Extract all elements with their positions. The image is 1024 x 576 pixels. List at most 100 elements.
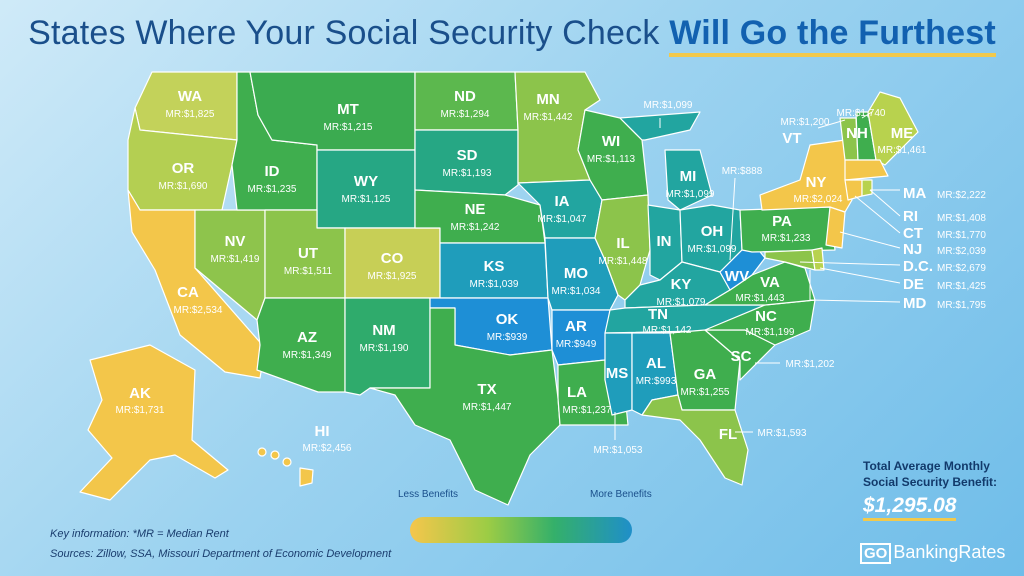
- label-mt-abbr: MT: [337, 101, 359, 118]
- label-ak-mr: MR:$1,731: [116, 405, 165, 416]
- label-ga-abbr: GA: [694, 366, 717, 383]
- title-highlight: Will Go the Furthest: [669, 14, 996, 57]
- state-mt[interactable]: [249, 71, 416, 151]
- legend-gradient-bar: [410, 517, 632, 543]
- label-ar-mr: MR:$949: [556, 339, 597, 350]
- total-line-2: Social Security Benefit:: [863, 475, 998, 489]
- state-ri[interactable]: [861, 179, 873, 197]
- label-me-mr: MR:$1,461: [878, 145, 927, 156]
- label-wa-abbr: WA: [178, 88, 202, 105]
- label-ut-mr: MR:$1,511: [284, 266, 333, 277]
- leader-nj: [839, 231, 901, 249]
- label-ks-mr: MR:$1,039: [470, 279, 519, 290]
- state-ny[interactable]: [759, 139, 853, 213]
- label-nc-abbr: NC: [755, 308, 777, 325]
- state-nj[interactable]: [825, 206, 846, 249]
- label-ms-ext-mr: MR:$1,053: [594, 445, 643, 456]
- label-mt-mr: MR:$1,215: [324, 122, 373, 133]
- state-md[interactable]: [764, 249, 816, 271]
- label-de-mr: MR:$1,425: [937, 281, 986, 292]
- label-ok-abbr: OK: [496, 311, 519, 328]
- state-ca[interactable]: [127, 189, 266, 379]
- label-id-mr: MR:$1,235: [248, 184, 297, 195]
- label-ma-abbr: MA: [903, 185, 926, 202]
- label-md-abbr: MD: [903, 295, 926, 312]
- label-ny-mr: MR:$2,024: [794, 194, 843, 205]
- label-id-abbr: ID: [265, 163, 280, 180]
- state-ct[interactable]: [844, 179, 863, 201]
- label-md-mr: MR:$1,795: [937, 300, 986, 311]
- state-de[interactable]: [811, 247, 825, 271]
- label-la-mr: MR:$1,237: [563, 405, 612, 416]
- label-tx-abbr: TX: [477, 381, 496, 398]
- label-pa-abbr: PA: [772, 213, 792, 230]
- label-pa-mr: MR:$1,233: [762, 233, 811, 244]
- leader-ri: [869, 189, 901, 217]
- label-wi-abbr: WI: [602, 133, 620, 150]
- label-sc-abbr: SC: [731, 348, 752, 365]
- state-wa[interactable]: [134, 71, 238, 141]
- brand-name: BankingRates: [893, 542, 1006, 562]
- label-nv-mr: MR:$1,419: [211, 254, 260, 265]
- label-in-abbr: IN: [657, 233, 672, 250]
- label-mn-mr: MR:$1,442: [524, 112, 573, 123]
- label-mo-mr: MR:$1,034: [552, 286, 601, 297]
- label-ne-mr: MR:$1,242: [451, 222, 500, 233]
- label-nc-mr: MR:$1,199: [746, 327, 795, 338]
- label-wv-abbr: WV: [725, 268, 749, 285]
- label-mi-up-mr: MR:$1,099: [644, 100, 693, 111]
- label-or-mr: MR:$1,690: [159, 181, 208, 192]
- hi-island-3: [282, 457, 292, 467]
- label-tn-abbr: TN: [648, 306, 668, 323]
- label-nh-abbr: NH: [846, 125, 868, 142]
- label-la-abbr: LA: [567, 384, 587, 401]
- label-ky-abbr: KY: [671, 276, 692, 293]
- label-dc-abbr: D.C.: [903, 258, 933, 275]
- label-ca-mr: MR:$2,534: [174, 305, 223, 316]
- label-wy-mr: MR:$1,125: [342, 194, 391, 205]
- label-vt-abbr: VT: [782, 130, 801, 147]
- label-ut-abbr: UT: [298, 245, 318, 262]
- state-mi[interactable]: [664, 149, 713, 211]
- label-nj-abbr: NJ: [903, 241, 922, 258]
- label-wi-mr: MR:$1,113: [587, 154, 636, 165]
- label-co-abbr: CO: [381, 250, 404, 267]
- label-nm-mr: MR:$1,190: [360, 343, 409, 354]
- label-fl-mr: MR:$1,593: [758, 428, 807, 439]
- label-sd-mr: MR:$1,193: [443, 168, 492, 179]
- total-line-1: Total Average Monthly: [863, 459, 990, 473]
- label-tn-mr: MR:$1,142: [643, 325, 692, 336]
- label-va-mr: MR:$1,443: [736, 293, 785, 304]
- label-ri-abbr: RI: [903, 208, 918, 225]
- brand-go: GO: [860, 543, 892, 564]
- total-benefit-value: $1,295.08: [863, 494, 957, 521]
- title-main: States Where Your Social Security Check: [28, 14, 670, 52]
- label-nj-mr: MR:$2,039: [937, 246, 986, 257]
- label-ri-mr: MR:$1,408: [937, 213, 986, 224]
- label-ma-mr: MR:$2,222: [937, 190, 986, 201]
- hi-island-1: [257, 447, 267, 457]
- state-fl[interactable]: [641, 394, 749, 486]
- label-nm-abbr: NM: [372, 322, 395, 339]
- label-il-abbr: IL: [616, 235, 629, 252]
- state-hi[interactable]: [257, 447, 314, 487]
- label-ok-mr: MR:$939: [487, 332, 528, 343]
- label-il-mr: MR:$1,448: [599, 256, 648, 267]
- label-sd-abbr: SD: [457, 147, 478, 164]
- label-az-mr: MR:$1,349: [283, 350, 332, 361]
- leader-vt: [817, 119, 846, 129]
- leader-in: [729, 177, 736, 261]
- label-in-ext-mr: MR:$888: [722, 166, 763, 177]
- label-mi-abbr: MI: [680, 168, 697, 185]
- state-tx[interactable]: [369, 307, 561, 506]
- label-ky-mr: MR:$1,079: [657, 297, 706, 308]
- label-ca-abbr: CA: [177, 284, 199, 301]
- legend-low-label: Less Benefits: [398, 489, 459, 500]
- state-ma[interactable]: [844, 159, 889, 181]
- label-oh-mr: MR:$1,099: [688, 244, 737, 255]
- label-ct-mr: MR:$1,770: [937, 230, 986, 241]
- state-ak[interactable]: [79, 344, 229, 501]
- label-nd-abbr: ND: [454, 88, 476, 105]
- state-sd[interactable]: [414, 129, 519, 196]
